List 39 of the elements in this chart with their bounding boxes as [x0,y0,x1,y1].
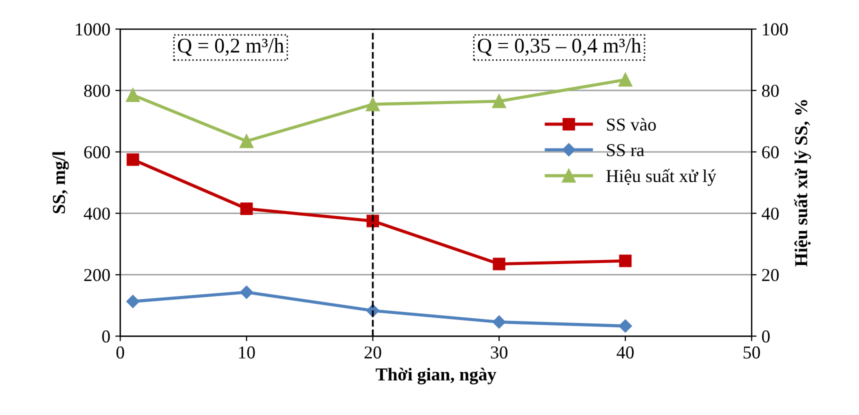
point [618,72,632,87]
y-axis-title: SS, mg/l [52,151,69,214]
y-tick-label: 800 [84,84,110,97]
annotation: Q = 0,2 m³/h [178,38,284,56]
y2-tick-label: 0 [762,330,770,343]
y-tick-label: 1000 [76,23,110,36]
point [240,286,254,299]
legend-label: SS vào [607,118,656,131]
point [492,258,506,270]
x-tick-label: 0 [116,346,124,359]
x-tick-label: 40 [616,346,634,359]
legend-label: SS ra [607,144,644,156]
legend-label: Hiệu suất xử lý [606,168,716,186]
x-tick-label: 50 [744,346,760,359]
y-tick-label: 0 [102,330,110,343]
point [366,97,380,112]
point [492,315,506,329]
x-axis-title: Thời gian, ngày [376,368,496,384]
x-tick-label: 10 [239,346,255,359]
annotation: Q = 0,35 – 0,4 m³/h [478,38,642,56]
point [240,202,253,215]
point [126,294,140,308]
y2-tick-label: 80 [762,84,779,97]
y-tick-label: 400 [84,208,110,220]
point [619,254,632,268]
point [492,94,506,108]
y-tick-label: 200 [84,268,110,282]
y-tick-label: 600 [84,146,110,158]
y2-tick-label: 20 [762,268,779,282]
x-tick-label: 20 [364,346,382,359]
point [126,88,140,102]
point [618,319,632,333]
x-tick-label: 30 [490,346,508,359]
point [126,153,140,166]
y2-tick-label: 60 [762,146,779,158]
y2-tick-label: 100 [762,23,788,36]
y2-axis-title: Hiệu suất xử lý SS, % [794,100,812,266]
point [240,134,254,148]
y2-tick-label: 40 [762,208,779,220]
